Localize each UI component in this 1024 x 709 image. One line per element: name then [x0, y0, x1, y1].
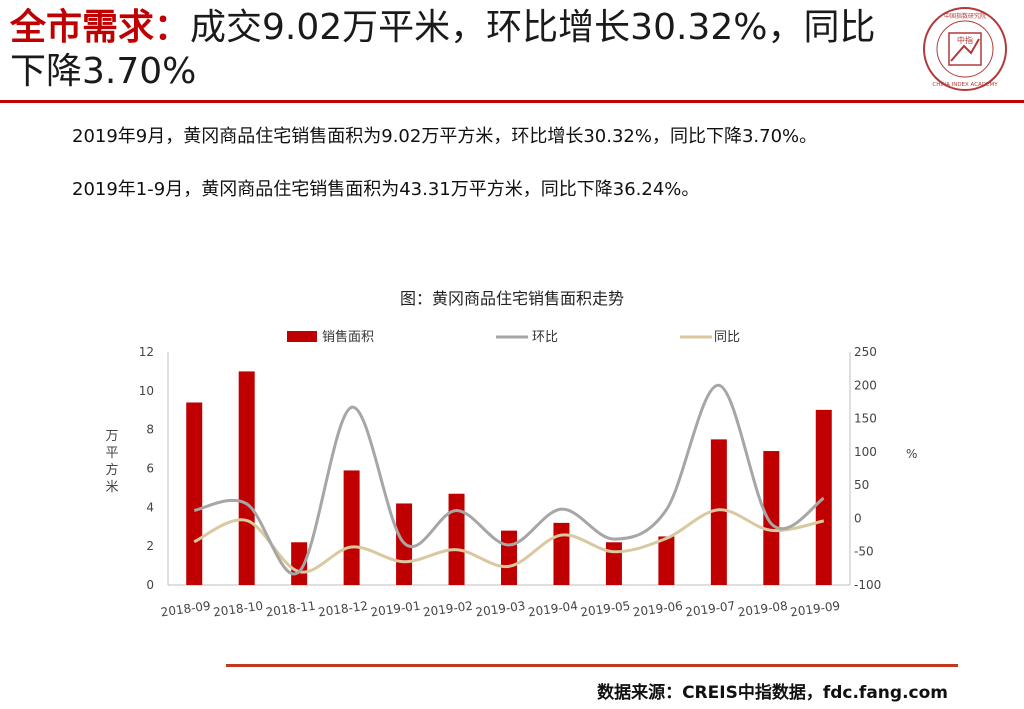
x-tick-label: 2019-06: [632, 599, 684, 620]
chart-title: 图：黄冈商品住宅销售面积走势: [400, 289, 624, 308]
bar-sales: [710, 439, 727, 585]
left-tick-label: 2: [146, 539, 154, 553]
summary-line-2: 2019年1-9月，黄冈商品住宅销售面积为43.31万平方米，同比下降36.24…: [72, 179, 700, 200]
summary-line-1: 2019年9月，黄冈商品住宅销售面积为9.02万平方米，环比增长30.32%，同…: [72, 126, 818, 147]
title-highlight: 全市需求：: [10, 7, 191, 48]
legend-label-sales: 销售面积: [322, 329, 374, 345]
bar-sales: [501, 530, 517, 585]
x-tick-label: 2018-09: [160, 599, 212, 620]
x-tick-label: 2018-10: [212, 599, 264, 620]
x-tick-label: 2019-09: [789, 599, 841, 620]
bar-sales: [343, 470, 360, 585]
title-divider: [0, 100, 1024, 103]
x-tick-label: 2019-05: [580, 599, 632, 620]
bar-sales: [553, 522, 570, 585]
title-text: 成交9.02万平米，环比增长30.32%，同比下降3.70%: [10, 7, 876, 92]
left-tick-label: 0: [146, 578, 154, 592]
right-tick-label: 100: [854, 445, 877, 459]
x-tick-label: 2019-01: [370, 599, 422, 620]
legend-label-yoy: 同比: [714, 330, 740, 345]
left-tick-label: 4: [146, 500, 154, 514]
bar-sales: [815, 409, 832, 585]
china-index-academy-logo: 中指 中国指数研究院 CHINA INDEX ACADEMY: [923, 7, 1007, 91]
x-tick-label: 2019-07: [684, 599, 736, 620]
x-tick-label: 2019-08: [737, 599, 789, 620]
right-tick-label: -100: [854, 578, 881, 592]
logo-text-center: 中指: [957, 35, 973, 45]
legend-swatch-sales: [287, 331, 317, 342]
line-mom: [193, 383, 825, 576]
right-tick-label: 200: [854, 378, 877, 392]
left-axis-label-char: 米: [105, 480, 118, 495]
bar-sales: [238, 371, 255, 585]
right-axis-label: %: [906, 447, 917, 461]
x-tick-label: 2019-03: [475, 599, 527, 620]
bar-sales: [658, 536, 675, 585]
left-tick-label: 10: [139, 384, 154, 398]
left-tick-label: 12: [139, 345, 154, 359]
x-tick-label: 2019-02: [422, 599, 474, 620]
bar-sales: [448, 493, 465, 585]
left-tick-label: 8: [146, 423, 154, 437]
bar-sales: [186, 402, 203, 585]
right-tick-label: -50: [854, 545, 874, 559]
data-source: 数据来源：CREIS中指数据，fdc.fang.com: [597, 683, 948, 703]
right-tick-label: 50: [854, 478, 869, 492]
left-axis-label-char: 方: [105, 462, 118, 478]
right-tick-label: 150: [854, 412, 877, 426]
logo-text-top: 中国指数研究院: [944, 12, 986, 20]
left-axis-label-char: 平: [105, 446, 118, 461]
logo-text-bottom: CHINA INDEX ACADEMY: [932, 82, 998, 88]
right-tick-label: 0: [854, 511, 862, 525]
left-tick-label: 6: [146, 462, 154, 476]
bar-sales: [763, 451, 780, 585]
footer-divider: [226, 664, 958, 667]
x-tick-label: 2018-11: [265, 599, 317, 620]
left-axis-label-char: 万: [105, 429, 118, 444]
x-tick-label: 2018-12: [317, 599, 369, 620]
x-tick-label: 2019-04: [527, 599, 579, 620]
page-title: 全市需求：成交9.02万平米，环比增长30.32%，同比下降3.70%: [10, 6, 910, 94]
legend-label-mom: 环比: [532, 330, 558, 345]
line-yoy: [193, 508, 825, 574]
bar-sales: [605, 542, 622, 585]
right-tick-label: 250: [854, 345, 877, 359]
